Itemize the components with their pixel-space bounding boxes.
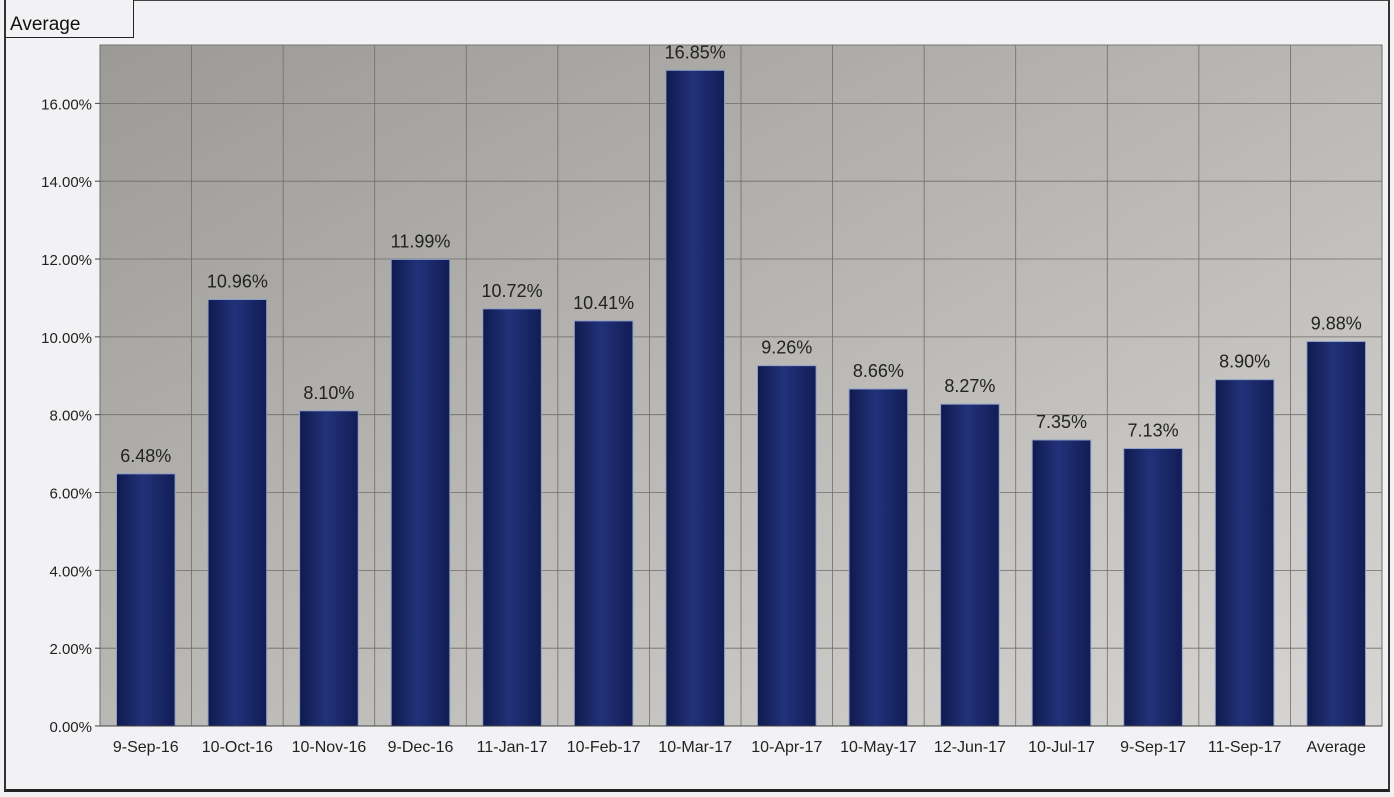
data-label: 8.10% [303,383,354,403]
x-tick-label: Average [1307,739,1366,756]
y-tick-label: 0.00% [49,719,92,736]
bars [115,69,1367,727]
bar [1214,379,1275,727]
x-tick-label: 11-Sep-17 [1208,739,1282,756]
y-tick-label: 8.00% [49,408,92,425]
y-tick-label: 10.00% [41,330,92,347]
bar [665,69,726,727]
bar [848,388,909,727]
y-tick-label: 14.00% [41,174,92,191]
average-label-cell: Average [6,0,134,38]
bar [573,320,634,727]
data-labels: 6.48% 10.96% 8.10% 11.99% 10.72% 10.41% 16.85%… [120,42,1361,466]
data-label: 10.72% [482,281,543,301]
bar [940,403,1000,727]
data-label: 6.48% [120,446,171,466]
x-tick-label: 10-Apr-17 [751,739,822,756]
x-tick-label: 9-Sep-16 [113,739,179,756]
y-tick-label: 4.00% [49,563,92,580]
x-tick-label: 9-Sep-17 [1120,739,1186,756]
data-label: 9.26% [761,338,812,358]
data-label: 7.35% [1036,412,1087,432]
x-axis-ticks: 9-Sep-16 10-Oct-16 10-Nov-16 9-Dec-16 11-Jan… [113,739,1366,756]
x-tick-label: 10-Oct-16 [202,739,273,756]
x-tick-label: 10-Nov-16 [292,739,367,756]
y-tick-label: 6.00% [49,486,92,503]
data-label: 8.27% [944,376,995,396]
x-tick-label: 12-Jun-17 [934,739,1006,756]
bar [1123,448,1183,727]
data-label: 9.88% [1311,314,1362,334]
data-label: 8.66% [853,361,904,381]
y-axis-ticks: 0.00% 2.00% 4.00% 6.00% 8.00% 10.00% 12.00% 14.… [41,96,100,736]
bar [390,258,451,727]
x-tick-label: 11-Jan-17 [477,739,548,756]
bar [1306,341,1367,727]
bar [482,308,542,727]
x-tick-label: 10-Jul-17 [1028,739,1095,756]
bar [207,298,268,727]
x-tick-label: 9-Dec-16 [388,739,454,756]
data-label: 16.85% [665,42,726,62]
bar [115,473,176,727]
bar [1031,439,1092,727]
bar [299,410,359,727]
data-label: 10.96% [207,271,268,291]
data-label: 8.90% [1219,352,1270,372]
x-tick-label: 10-Mar-17 [658,739,732,756]
x-tick-label: 10-May-17 [840,739,917,756]
y-tick-label: 12.00% [41,252,92,269]
y-tick-label: 16.00% [41,96,92,113]
bar [756,365,817,727]
data-label: 7.13% [1128,421,1179,441]
table-rule [134,0,1388,1]
data-label: 11.99% [391,231,451,251]
y-tick-label: 2.00% [49,641,92,658]
chart-frame: Average [4,0,1390,792]
data-label: 10.41% [573,293,634,313]
x-tick-label: 10-Feb-17 [567,739,641,756]
